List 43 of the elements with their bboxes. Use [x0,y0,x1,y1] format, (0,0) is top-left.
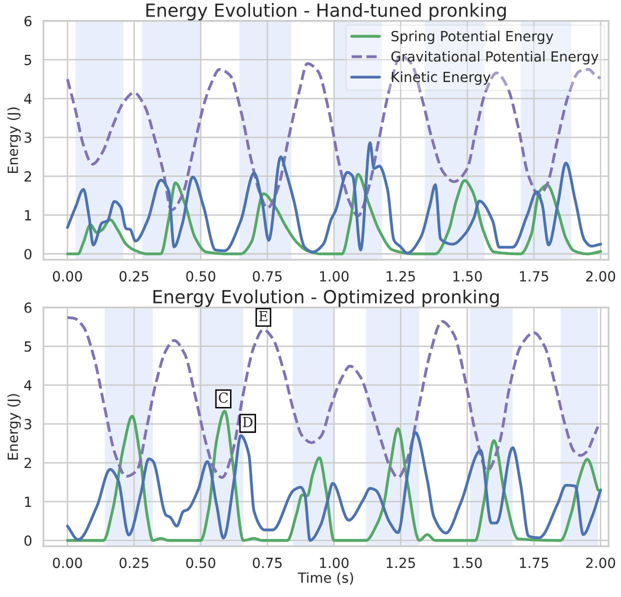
x-tick-label: 2.00 [586,271,616,282]
y-axis-title: Energy (J) [7,394,21,460]
y-axis-title: Energy (J) [7,108,21,173]
y-tick-label: 6 [24,302,32,313]
y-tick-label: 2 [24,458,31,468]
y-tick-label: 4 [24,94,32,104]
x-tick-label: 0.00 [52,558,82,568]
chart-title: Energy Evolution - Optimized pronking [153,290,499,308]
y-tick-label: 3 [24,418,32,430]
y-tick-label: 1 [25,210,32,220]
x-tick-label: 1.50 [453,271,482,282]
chart-title: Energy Evolution - Hand-tuned pronking [146,3,506,20]
y-tick-label: 4 [24,380,32,390]
y-tick-label: 6 [24,16,32,26]
x-tick-label: 0.75 [252,271,282,282]
legend-label: Gravitational Potential Energy [391,51,598,64]
annotation: C [218,392,228,403]
x-tick-label: 1.00 [320,558,349,568]
x-tick-label: 0.25 [120,558,148,568]
x-tick-label: 0.00 [52,271,82,282]
x-tick-label: 0.50 [186,271,216,282]
x-tick-label: 1.75 [520,558,548,568]
x-tick-label: 1.25 [386,558,415,568]
x-tick-label: 2.00 [586,558,616,568]
x-tick-label: 1.50 [453,558,482,568]
y-tick-label: 2 [24,171,31,182]
annotation: E [259,311,268,322]
y-tick-label: 0 [24,535,32,546]
y-tick-label: 1 [25,496,32,507]
x-tick-label: 0.25 [120,271,148,282]
annotation: D [242,417,252,428]
legend-label: Spring Potential Energy [391,30,554,44]
y-tick-label: 5 [24,54,32,66]
y-tick-label: 3 [24,132,32,143]
x-tick-label: 1.75 [520,271,548,282]
x-tick-label: 0.50 [186,558,216,568]
x-tick-label: 0.75 [252,558,282,568]
legend-label: Kinetic Energy [392,71,490,85]
y-tick-label: 0 [24,248,32,260]
y-tick-label: 5 [24,341,32,352]
x-tick-label: 1.00 [320,271,349,282]
x-tick-label: 1.25 [386,271,415,282]
x-axis-title: Time (s) [298,572,354,585]
